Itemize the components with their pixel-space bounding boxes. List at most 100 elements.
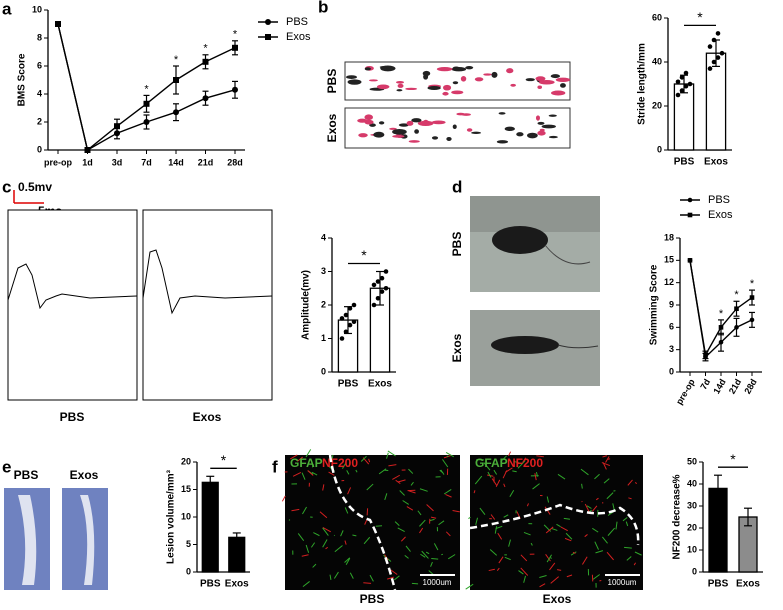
y-tick-label: 30 [687,500,697,510]
fiber [360,455,367,462]
fiber [595,497,599,501]
fiber [408,468,414,474]
image-label: Exos [543,592,572,606]
data-point [383,269,389,274]
footprint [483,73,492,76]
x-tick-label: 14d [711,377,727,395]
legend-label: Exos [708,209,733,221]
fiber [468,516,471,519]
y-tick-label: 2 [37,116,42,126]
fiber [566,574,573,578]
data-point [711,59,717,65]
fiber [384,493,388,501]
fiber [503,514,509,518]
footprint [560,83,566,88]
y-tick-label: 5 [186,539,191,549]
y-tick-label: 10 [181,511,191,521]
data-point [55,21,61,27]
fiber [498,556,504,564]
x-tick-label: PBS [200,579,221,590]
fiber [420,553,426,558]
data-point [379,275,385,281]
footprint [452,124,457,129]
fiber [328,471,335,476]
fiber [322,539,328,548]
ecg-frame [7,209,138,401]
footprint [411,118,422,123]
data-point [202,95,209,102]
footprint-images [344,61,571,149]
data-point [143,119,150,125]
lesion [80,495,95,585]
fiber [489,549,498,556]
data-point [347,306,353,311]
fiber [633,562,637,566]
footprint [405,87,418,91]
data-point [232,44,238,51]
fiber [479,507,486,516]
fiber [503,483,506,488]
y-tick-label: 6 [669,322,674,332]
fiber [625,521,629,527]
bar [201,481,219,573]
mouse [491,336,559,354]
footprint [364,114,373,121]
y-tick-label: 3 [321,266,326,276]
footprint [452,81,459,85]
fiber [297,533,305,541]
fiber [601,462,611,467]
fiber [387,450,396,457]
x-tick-label: Exos [736,579,760,590]
fiber [473,490,476,494]
boundary [469,503,640,546]
footprint [427,86,441,91]
fiber [495,479,501,488]
y-tick-label: 0 [657,144,662,154]
footprint [436,67,453,72]
fiber [344,557,351,563]
fiber [602,455,607,458]
data-point [343,329,349,335]
x-tick-label: PBS [338,379,359,390]
fiber [526,503,529,507]
fiber [387,576,394,580]
data-point [371,282,377,288]
fiber [582,556,588,565]
data-point [232,86,238,93]
data-point [379,289,385,294]
fiber [534,473,537,481]
fiber [445,452,455,458]
fiber [346,470,350,475]
fiber [514,461,522,465]
fiber [394,521,400,527]
fiber [421,550,429,559]
fiber [417,510,422,516]
fiber [595,550,604,554]
fiber [532,483,540,490]
fiber [580,468,589,476]
x-tick-label: Exos [368,379,392,390]
fiber [487,471,492,478]
panel-letter: b [318,0,328,16]
data-point [734,306,739,312]
fiber [446,455,449,458]
fiber [483,462,491,471]
fiber [405,545,411,552]
fiber [344,540,347,545]
fiber [431,558,439,560]
x-tick-label: 28d [227,157,243,167]
fiber [433,543,439,551]
footprint [364,67,371,71]
image-label: PBS [360,592,385,606]
y-tick-label: 50 [687,456,697,466]
fiber [496,567,500,572]
fiber [601,536,608,544]
data-point [707,66,713,71]
fiber [400,536,406,542]
stain-label: NF200 [322,456,358,470]
y-tick-label: 60 [652,12,662,22]
mouse-tail [557,344,599,349]
footprint [452,66,460,71]
fiber [392,474,401,480]
